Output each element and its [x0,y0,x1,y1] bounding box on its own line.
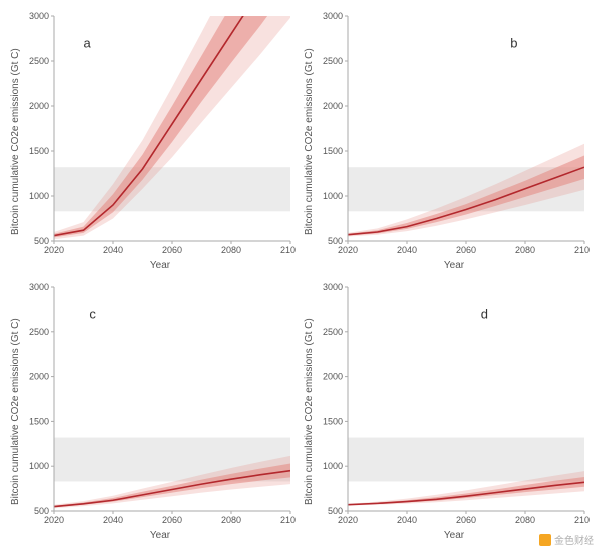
y-tick-label: 2000 [323,101,343,111]
y-tick-label: 1000 [323,191,343,201]
x-axis-label: Year [24,529,296,543]
x-tick-label: 2020 [44,515,64,525]
chart-grid: Bitcoin cumulative CO2e emissions (Gt C)… [0,0,600,553]
x-tick-label: 2060 [162,515,182,525]
x-tick-label: 2040 [103,245,123,255]
y-tick-label: 1500 [29,146,49,156]
y-tick-label: 1500 [323,416,343,426]
y-tick-label: 1000 [29,461,49,471]
panel-d: Bitcoin cumulative CO2e emissions (Gt C)… [304,281,590,543]
x-tick-label: 2080 [515,515,535,525]
x-tick-label: 2040 [103,515,123,525]
x-axis-label: Year [318,259,590,273]
y-tick-label: 1500 [323,146,343,156]
x-tick-label: 2020 [338,245,358,255]
y-tick-label: 2000 [29,101,49,111]
x-axis-label: Year [24,259,296,273]
y-tick-label: 3000 [29,11,49,21]
y-tick-label: 2000 [29,372,49,382]
y-tick-label: 2500 [323,327,343,337]
panel-label: d [481,306,488,321]
y-tick-label: 2500 [29,56,49,66]
y-tick-label: 2000 [323,372,343,382]
x-tick-label: 2040 [397,245,417,255]
panel-a: Bitcoin cumulative CO2e emissions (Gt C)… [10,10,296,273]
x-axis-label: Year [318,529,590,543]
x-tick-label: 2100 [574,245,590,255]
panel-label: b [510,36,517,51]
y-tick-label: 1000 [323,461,343,471]
plot-area-b: 5001000150020002500300020202040206020802… [318,10,590,259]
x-tick-label: 2060 [162,245,182,255]
x-tick-label: 2100 [574,515,590,525]
y-tick-label: 1500 [29,416,49,426]
y-axis-label: Bitcoin cumulative CO2e emissions (Gt C) [10,10,24,273]
plot-area-d: 5001000150020002500300020202040206020802… [318,281,590,529]
panel-label: c [89,306,96,321]
y-tick-label: 3000 [323,11,343,21]
x-tick-label: 2080 [221,515,241,525]
y-tick-label: 3000 [323,282,343,292]
plot-area-a: 5001000150020002500300020202040206020802… [24,10,296,259]
x-tick-label: 2080 [221,245,241,255]
y-axis-label: Bitcoin cumulative CO2e emissions (Gt C) [304,281,318,543]
x-tick-label: 2040 [397,515,417,525]
y-tick-label: 3000 [29,282,49,292]
y-axis-label: Bitcoin cumulative CO2e emissions (Gt C) [10,281,24,543]
x-tick-label: 2080 [515,245,535,255]
y-tick-label: 2500 [29,327,49,337]
x-tick-label: 2100 [280,515,296,525]
panel-label: a [84,36,92,51]
x-tick-label: 2020 [44,245,64,255]
reference-band [348,438,584,482]
y-tick-label: 1000 [29,191,49,201]
x-tick-label: 2060 [456,245,476,255]
x-tick-label: 2060 [456,515,476,525]
panel-c: Bitcoin cumulative CO2e emissions (Gt C)… [10,281,296,543]
y-tick-label: 2500 [323,56,343,66]
reference-band [54,167,290,211]
x-tick-label: 2100 [280,245,296,255]
panel-b: Bitcoin cumulative CO2e emissions (Gt C)… [304,10,590,273]
y-axis-label: Bitcoin cumulative CO2e emissions (Gt C) [304,10,318,273]
x-tick-label: 2020 [338,515,358,525]
plot-area-c: 5001000150020002500300020202040206020802… [24,281,296,529]
